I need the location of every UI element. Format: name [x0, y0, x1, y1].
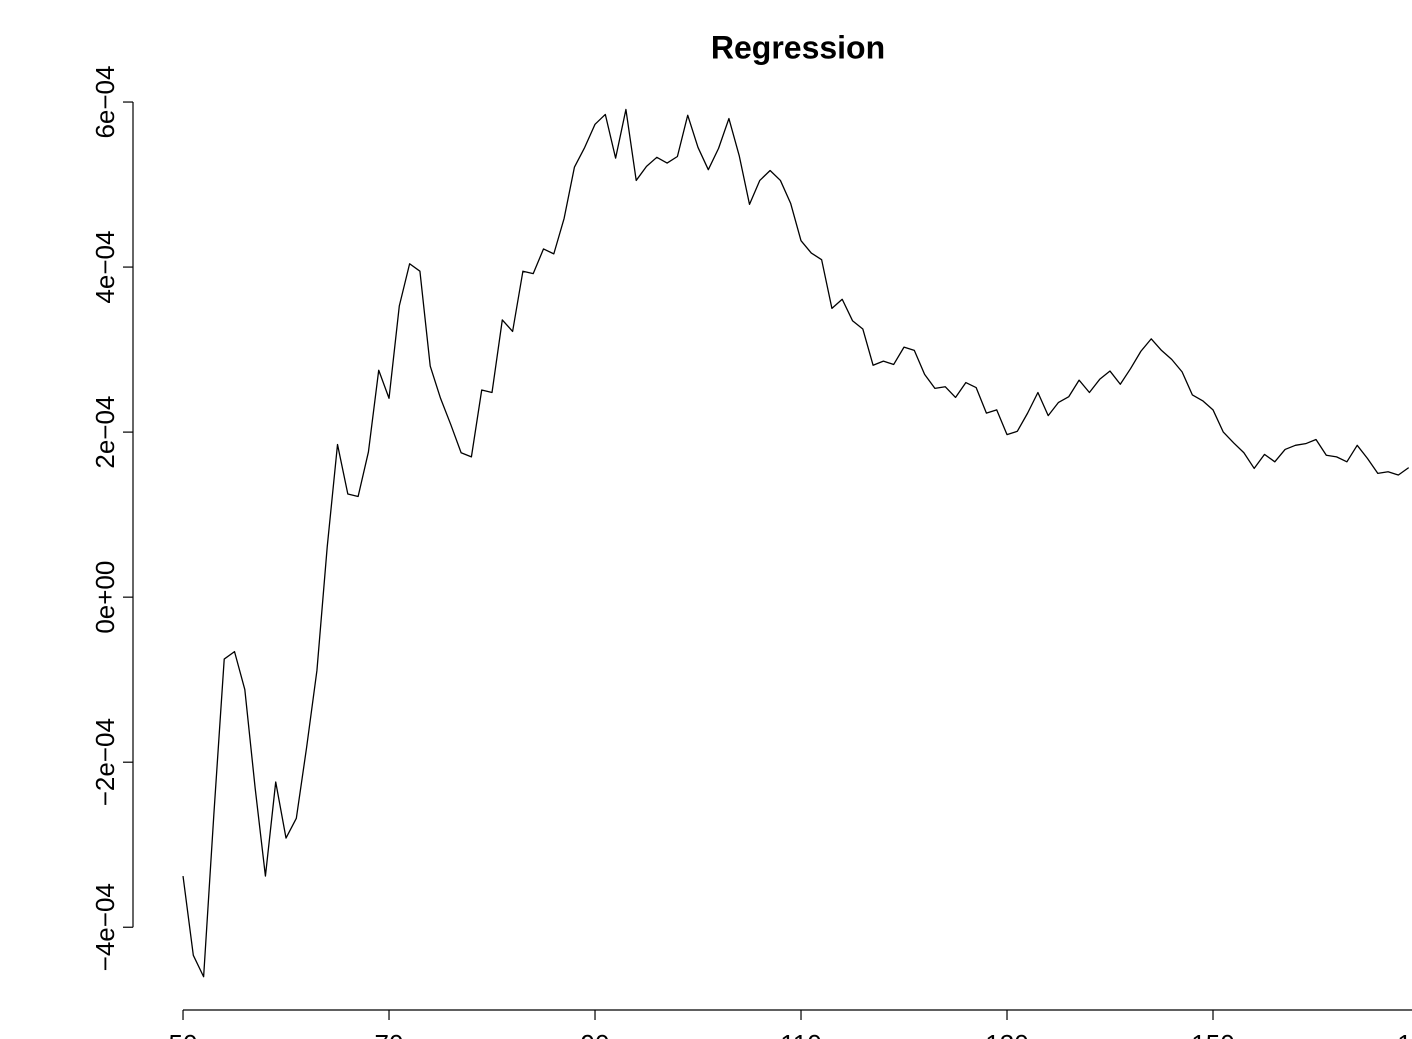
y-tick-label: −2e−04: [90, 718, 120, 806]
y-tick-label: −4e−04: [90, 883, 120, 971]
x-tick-label: 150: [1191, 1029, 1234, 1039]
y-tick-label: 4e−04: [90, 231, 120, 304]
chart-title: Regression: [711, 29, 885, 65]
x-tick-label: 130: [985, 1029, 1028, 1039]
y-tick-label: 2e−04: [90, 396, 120, 469]
data-line: [182, 108, 1410, 978]
x-tick-label: 70: [375, 1029, 404, 1039]
y-tick-label: 0e+00: [90, 561, 120, 634]
x-tick-label: 170: [1397, 1029, 1412, 1039]
x-tick-label: 50: [169, 1029, 198, 1039]
x-tick-label: 110: [780, 1029, 821, 1039]
x-tick-label: 90: [581, 1029, 610, 1039]
y-tick-label: 6e−04: [90, 66, 120, 139]
